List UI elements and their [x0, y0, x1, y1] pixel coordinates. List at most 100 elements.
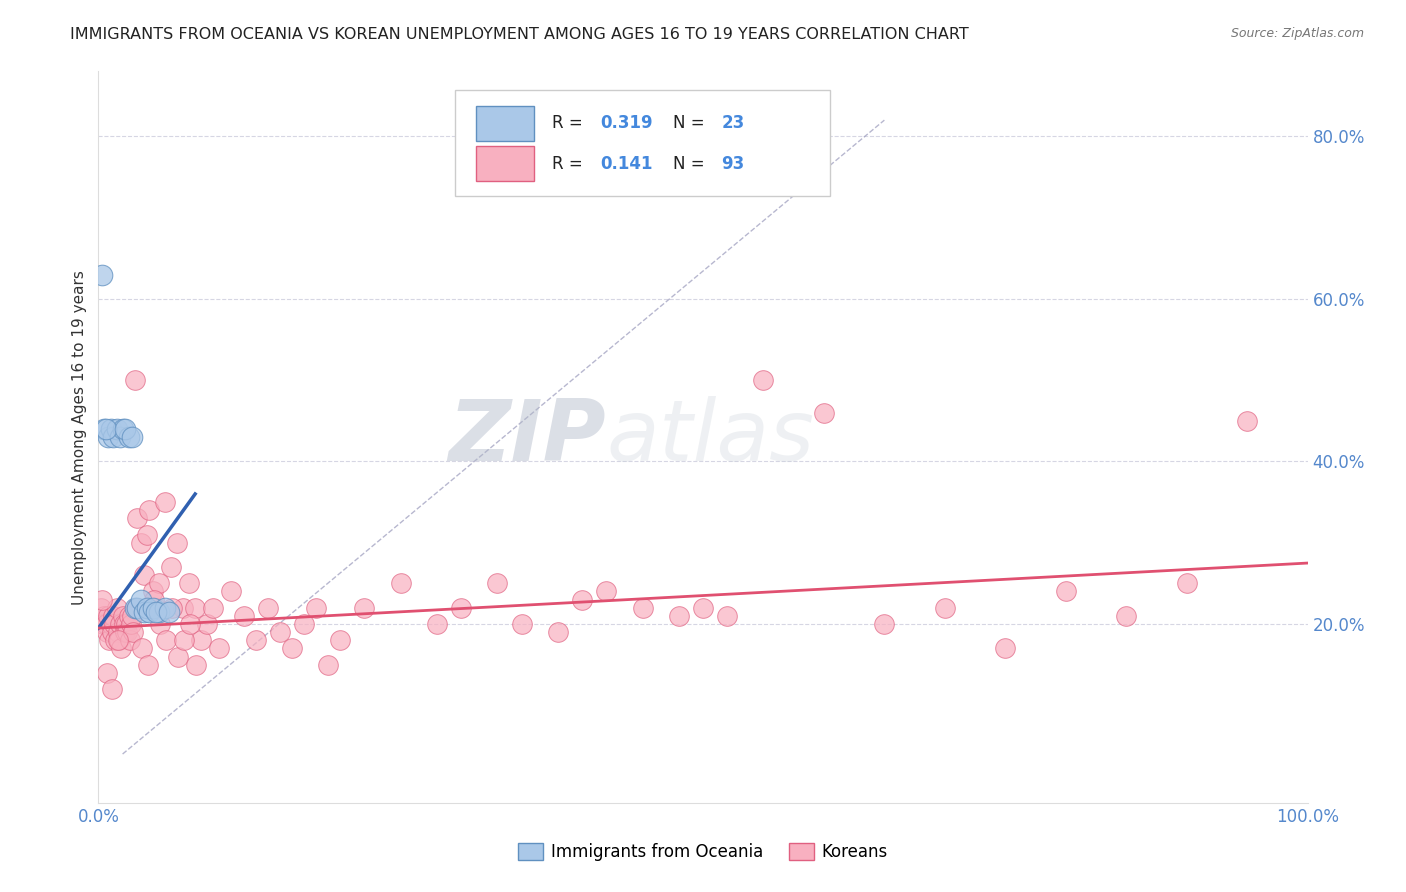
Point — [173, 633, 195, 648]
Point — [145, 605, 167, 619]
Point — [108, 430, 131, 444]
Text: R =: R = — [551, 113, 588, 131]
Point — [125, 600, 148, 615]
Point — [595, 584, 617, 599]
Point — [232, 608, 254, 623]
Point — [112, 617, 135, 632]
Point — [91, 617, 114, 632]
Point — [100, 681, 122, 696]
Point — [97, 430, 120, 444]
Text: 23: 23 — [721, 113, 744, 131]
Point — [118, 633, 141, 648]
Text: N =: N = — [672, 113, 710, 131]
Point — [389, 576, 412, 591]
Point — [571, 592, 593, 607]
Point — [110, 641, 132, 656]
Point — [208, 641, 231, 656]
Point — [934, 600, 956, 615]
Point — [195, 617, 218, 632]
Point — [127, 600, 149, 615]
Point — [100, 617, 122, 632]
Point — [245, 633, 267, 648]
Point — [90, 600, 112, 615]
Point — [160, 600, 183, 615]
Point — [184, 600, 207, 615]
Point — [94, 617, 117, 632]
Text: N =: N = — [672, 155, 710, 173]
Point — [105, 600, 128, 615]
Point — [121, 430, 143, 444]
Point — [107, 633, 129, 648]
Point — [117, 625, 139, 640]
Point — [221, 584, 243, 599]
Point — [91, 268, 114, 282]
Text: 0.141: 0.141 — [600, 155, 652, 173]
Point — [114, 625, 136, 640]
Point — [94, 422, 117, 436]
Point — [96, 665, 118, 680]
Point — [101, 608, 124, 623]
Point — [752, 373, 775, 387]
Point — [100, 625, 122, 640]
Point — [160, 560, 183, 574]
Point — [111, 608, 134, 623]
Point — [108, 617, 131, 632]
FancyBboxPatch shape — [475, 106, 534, 141]
Point — [486, 576, 509, 591]
Point — [1054, 584, 1077, 599]
Text: IMMIGRANTS FROM OCEANIA VS KOREAN UNEMPLOYMENT AMONG AGES 16 TO 19 YEARS CORRELA: IMMIGRANTS FROM OCEANIA VS KOREAN UNEMPL… — [70, 27, 969, 42]
Point — [98, 633, 121, 648]
Point — [1115, 608, 1137, 623]
Text: ZIP: ZIP — [449, 395, 606, 479]
Point — [135, 600, 157, 615]
Point — [138, 503, 160, 517]
Point — [97, 608, 120, 623]
Point — [149, 617, 172, 632]
Point — [157, 605, 180, 619]
Point — [145, 600, 167, 615]
Point — [93, 422, 115, 436]
Point — [131, 641, 153, 656]
Point — [103, 617, 125, 632]
Point — [873, 617, 896, 632]
Point — [316, 657, 339, 672]
Point — [134, 568, 156, 582]
Point — [692, 600, 714, 615]
Point — [142, 584, 165, 599]
Point — [121, 608, 143, 623]
Point — [115, 617, 138, 632]
Point — [100, 422, 122, 436]
Point — [118, 430, 141, 444]
Point — [179, 617, 201, 632]
Point — [143, 592, 166, 607]
Point — [122, 625, 145, 640]
Point — [269, 625, 291, 640]
Point — [148, 605, 170, 619]
Point — [135, 527, 157, 541]
FancyBboxPatch shape — [475, 146, 534, 181]
Point — [166, 535, 188, 549]
Point — [148, 576, 170, 591]
Point — [153, 600, 176, 615]
Point — [153, 495, 176, 509]
Point — [305, 600, 328, 615]
Point — [167, 649, 190, 664]
Text: Source: ZipAtlas.com: Source: ZipAtlas.com — [1230, 27, 1364, 40]
Point — [114, 422, 136, 436]
Text: R =: R = — [551, 155, 588, 173]
Point — [510, 617, 533, 632]
Point — [190, 633, 212, 648]
Point — [329, 633, 352, 648]
Point — [179, 576, 201, 591]
Point — [547, 625, 569, 640]
Point — [91, 592, 114, 607]
Point — [450, 600, 472, 615]
Point — [716, 608, 738, 623]
Point — [120, 617, 142, 632]
Point — [142, 600, 165, 615]
Point — [134, 605, 156, 619]
Point — [292, 617, 315, 632]
Point — [256, 600, 278, 615]
Point — [172, 600, 194, 615]
Point — [1175, 576, 1198, 591]
